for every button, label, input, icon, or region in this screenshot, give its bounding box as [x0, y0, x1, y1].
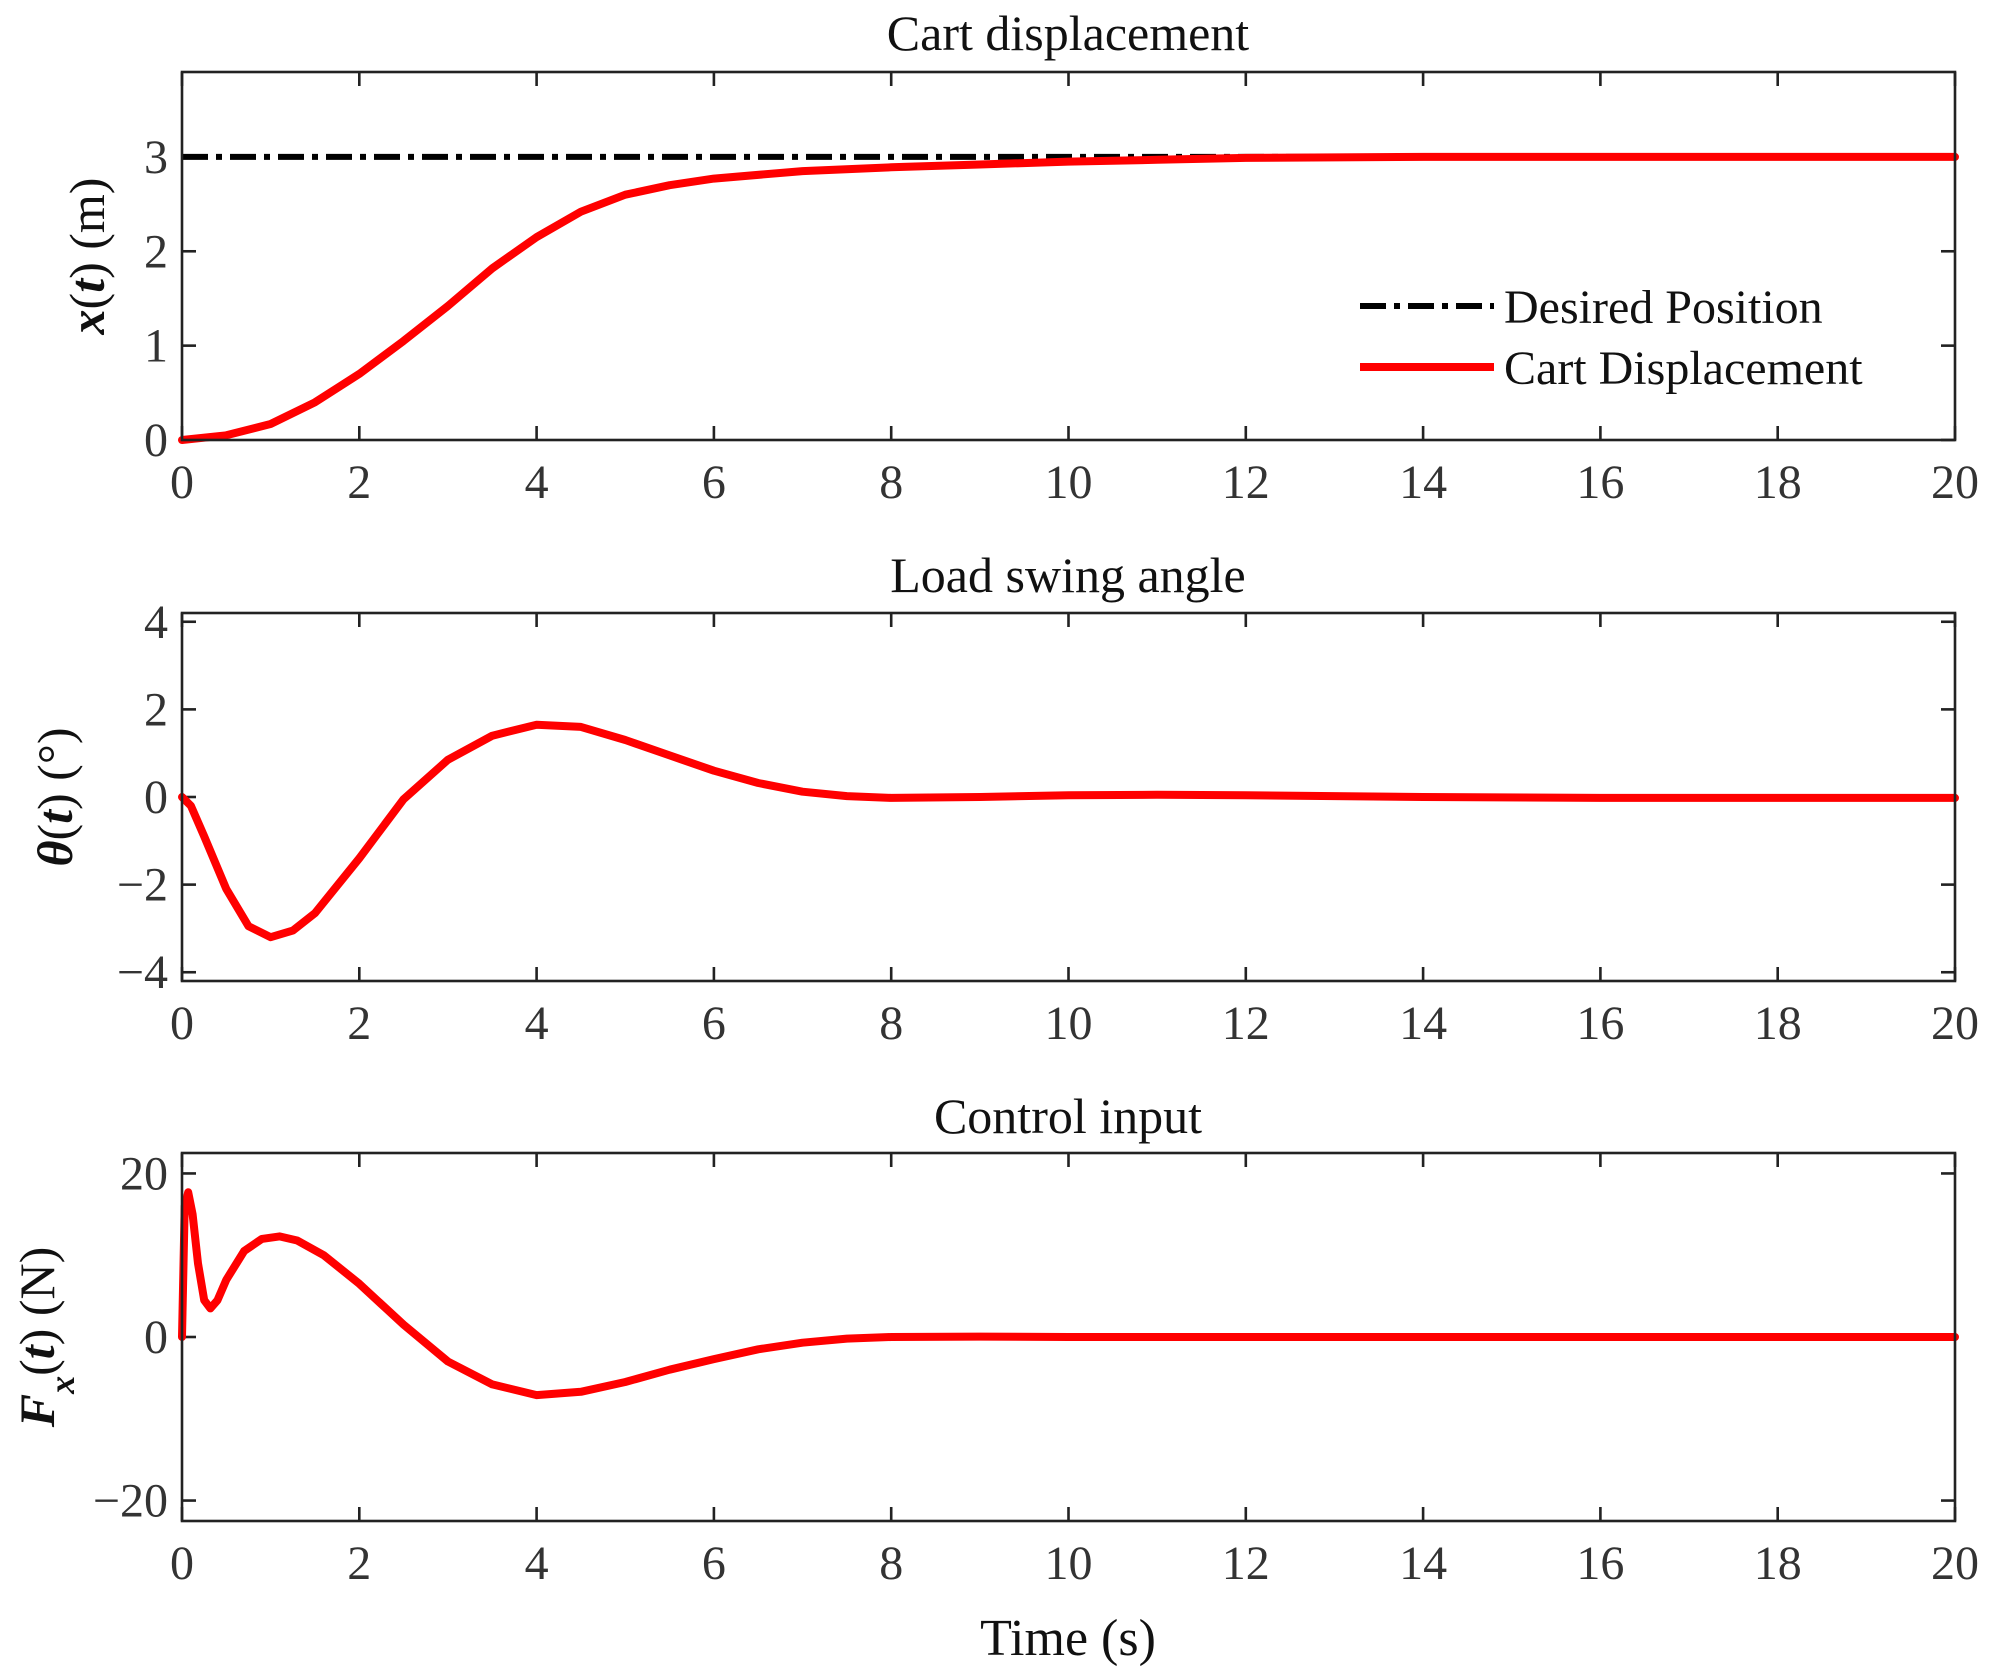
load-swing-angle-panel: Load swing angle 0 2 4 6 8 10 12 14 16 18 20 −4 −2 0 2… [27, 547, 1979, 1050]
y-tick-label: 0 [144, 771, 168, 824]
series-line-0 [178, 720, 1959, 942]
cart-displacement-panel: Cart displacement 0 2 4 6 8 10 12 14 16 18 200123 … [59, 5, 1979, 509]
y-tick-label: −20 [93, 1475, 168, 1528]
legend-label-desired: Desired Position [1504, 281, 1823, 334]
tick-layer: 0 2 4 6 8 10 12 14 16 18 20 −4 −2 0 2 4 [117, 596, 1979, 1050]
y-tick-label: 3 [144, 131, 168, 184]
y-tick-label: 4 [144, 596, 168, 649]
y-tick-label: 2 [144, 225, 168, 278]
x-tick-label: 10 [1045, 997, 1093, 1050]
x-tick-label: 4 [525, 1537, 549, 1590]
series-line-1 [178, 152, 1959, 444]
x-tick-label: 16 [1576, 1537, 1624, 1590]
x-tick-label: 6 [702, 997, 726, 1050]
x-tick-label: 0 [170, 997, 194, 1050]
x-tick-label: 12 [1222, 997, 1270, 1050]
panel-title: Load swing angle [890, 547, 1245, 603]
x-tick-label: 16 [1576, 997, 1624, 1050]
x-tick-label: 16 [1576, 456, 1624, 509]
x-tick-label: 12 [1222, 1537, 1270, 1590]
plot-area [178, 1188, 1959, 1400]
x-tick-label: 8 [879, 1537, 903, 1590]
panel-title: Control input [934, 1088, 1202, 1144]
y-tick-label: 1 [144, 320, 168, 373]
x-tick-label: 8 [879, 997, 903, 1050]
x-tick-label: 4 [525, 456, 549, 509]
x-tick-label: 20 [1931, 456, 1979, 509]
x-tick-label: 18 [1754, 1537, 1802, 1590]
x-tick-label: 2 [347, 456, 371, 509]
axes-frame [180, 1151, 1957, 1523]
y-axis-label: x(t) (m) [59, 178, 115, 336]
plot-area [178, 152, 1959, 444]
x-tick-label: 4 [525, 997, 549, 1050]
x-tick-label: 0 [170, 1537, 194, 1590]
series-line-0 [178, 1188, 1959, 1400]
x-tick-label: 2 [347, 1537, 371, 1590]
x-tick-label: 0 [170, 456, 194, 509]
x-tick-label: 10 [1045, 1537, 1093, 1590]
y-tick-label: 0 [144, 414, 168, 467]
y-tick-label: 2 [144, 683, 168, 736]
x-tick-label: 12 [1222, 456, 1270, 509]
y-tick-label: 20 [120, 1147, 168, 1200]
y-tick-label: 0 [144, 1311, 168, 1364]
x-tick-label: 2 [347, 997, 371, 1050]
panel-title: Cart displacement [887, 5, 1249, 61]
legend: Desired Position Cart Displacement [1360, 281, 1863, 395]
y-tick-label: −2 [117, 859, 168, 912]
x-tick-label: 10 [1045, 456, 1093, 509]
x-tick-label: 14 [1399, 1537, 1447, 1590]
axes-frame [180, 611, 1957, 983]
y-axis-label: Fx(t) (N) [9, 1247, 82, 1428]
y-axis-label: θ(t) (°) [27, 728, 83, 867]
x-tick-label: 18 [1754, 997, 1802, 1050]
x-tick-label: 20 [1931, 997, 1979, 1050]
x-axis-label: Time (s) [980, 1610, 1156, 1667]
legend-label-cart: Cart Displacement [1504, 342, 1863, 395]
x-tick-label: 18 [1754, 456, 1802, 509]
y-tick-label: −4 [117, 946, 168, 999]
x-tick-label: 8 [879, 456, 903, 509]
plot-area [178, 720, 1959, 942]
x-tick-label: 14 [1399, 456, 1447, 509]
x-tick-label: 20 [1931, 1537, 1979, 1590]
axes-frame [180, 70, 1957, 442]
x-tick-label: 6 [702, 1537, 726, 1590]
x-tick-label: 14 [1399, 997, 1447, 1050]
x-tick-label: 6 [702, 456, 726, 509]
